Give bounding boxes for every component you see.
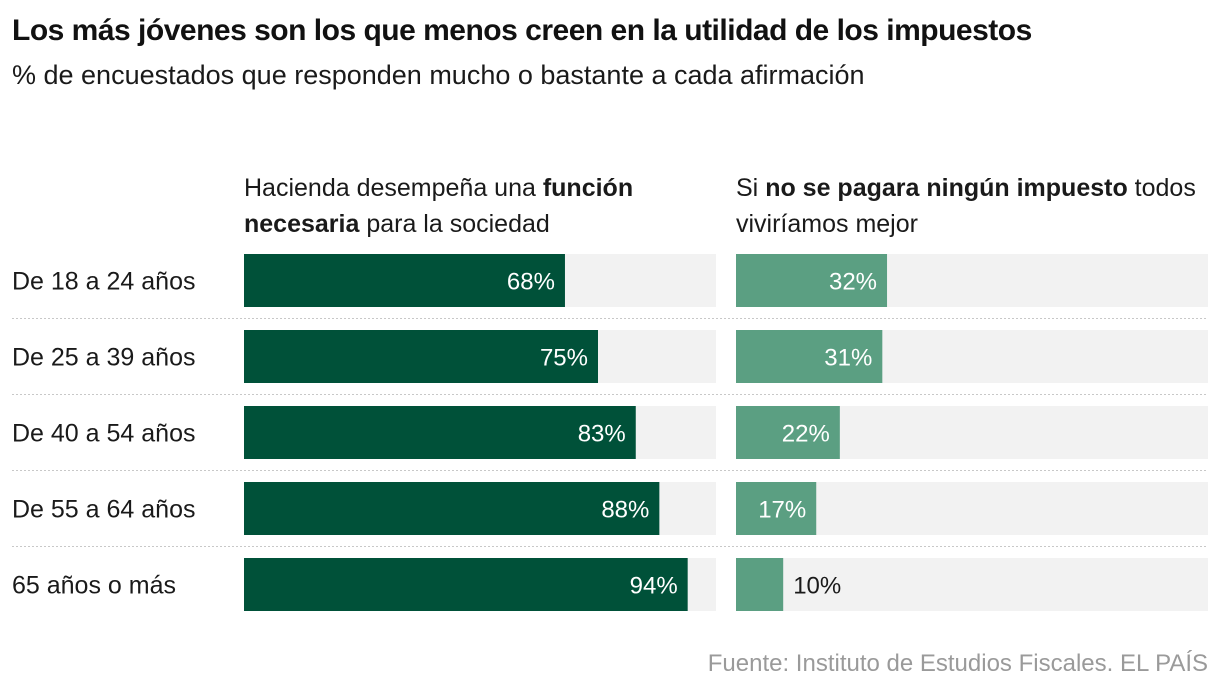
data-label: 31% (824, 345, 872, 372)
data-label: 17% (758, 497, 806, 524)
data-label: 83% (578, 421, 626, 448)
bar-track (736, 558, 1208, 611)
panel-heading-ningun-impuesto: Si no se pagara ningún impuesto todos vi… (736, 170, 1216, 242)
bar-funcion-necesaria (244, 482, 660, 535)
bar-ningun-impuesto (736, 330, 883, 383)
data-label: 94% (630, 573, 678, 600)
data-label: 32% (829, 269, 877, 296)
panel-heading-post: para la sociedad (359, 210, 550, 238)
data-label: 75% (540, 345, 588, 372)
bar-funcion-necesaria (244, 254, 565, 307)
source-note: Fuente: Instituto de Estudios Fiscales. … (707, 650, 1208, 677)
bar-funcion-necesaria (244, 330, 598, 383)
data-label: 88% (601, 497, 649, 524)
chart-subtitle: % de encuestados que responden mucho o b… (12, 60, 865, 90)
chart-title: Los más jóvenes son los que menos creen … (12, 14, 1032, 47)
bar-ningun-impuesto (736, 558, 784, 611)
panel-heading-funcion-necesaria: Hacienda desempeña una función necesaria… (244, 170, 714, 242)
category-label: 65 años o más (12, 572, 176, 600)
category-label: De 25 a 39 años (12, 344, 195, 372)
category-label: De 40 a 54 años (12, 420, 195, 448)
data-label: 22% (782, 421, 830, 448)
data-label: 10% (793, 573, 841, 600)
panel-heading-bold: función necesaria (244, 174, 634, 238)
panel-heading-pre: Si (736, 174, 766, 202)
data-label: 68% (507, 269, 555, 296)
category-label: De 55 a 64 años (12, 496, 195, 524)
bar-ningun-impuesto (736, 482, 817, 535)
bar-funcion-necesaria (244, 558, 688, 611)
panel-heading-bold: no se pagara ningún impuesto (765, 174, 1128, 202)
bar-ningun-impuesto (736, 406, 840, 459)
category-label: De 18 a 24 años (12, 268, 195, 296)
panel-heading-post: todos viviríamos mejor (736, 174, 1196, 238)
bar-ningun-impuesto (736, 254, 888, 307)
bar-funcion-necesaria (244, 406, 636, 459)
panel-heading-pre: Hacienda desempeña una (244, 174, 543, 202)
